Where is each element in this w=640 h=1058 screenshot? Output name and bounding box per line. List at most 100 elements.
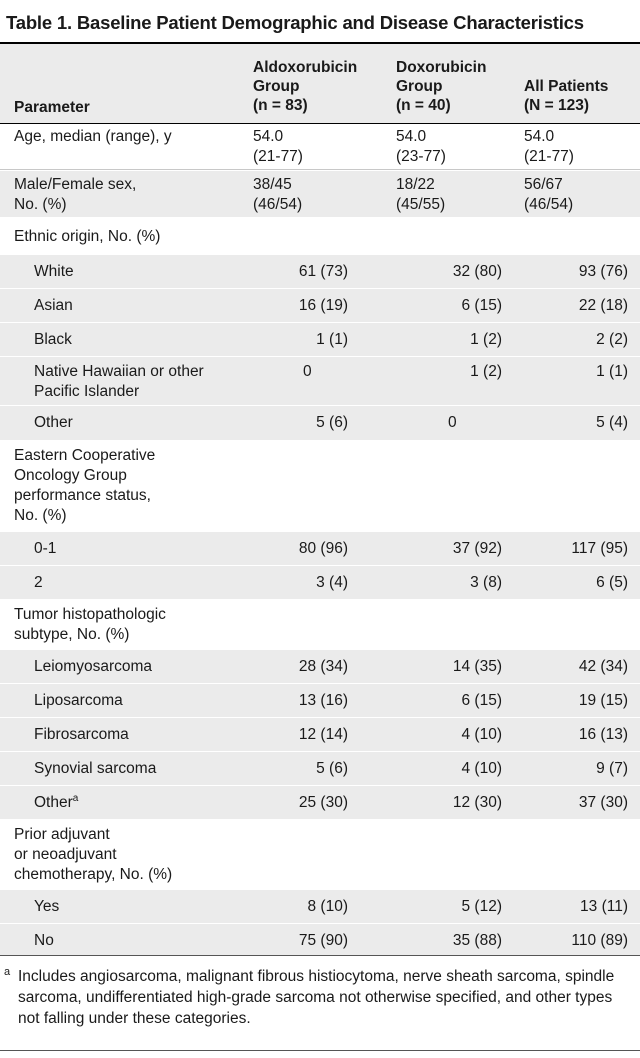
cell-doxorubicin: 14 (35) [452, 658, 502, 675]
cell-doxorubicin: 4 (10) [461, 760, 503, 777]
cell-aldoxorubicin: 12 (14) [298, 726, 348, 743]
section-label: Tumor histopathologic subtype, No. (%) [14, 606, 166, 643]
cell-all-patients: 117 (95) [571, 540, 628, 557]
row-label: Male/Female sex, No. (%) [14, 176, 137, 213]
footnote-text: Includes angiosarcoma, malignant fibrous… [18, 968, 615, 1027]
cell-doxorubicin: 3 (8) [470, 574, 502, 591]
table-row: White 61 (73) 32 (80) 93 (76) [0, 255, 640, 288]
cell-aldoxorubicin: 28 (34) [298, 658, 348, 675]
section-label: Eastern Cooperative Oncology Group perfo… [14, 447, 156, 524]
title-rule [0, 42, 640, 44]
cell-aldoxorubicin: 5 (6) [316, 760, 348, 777]
cell-aldoxorubicin: 75 (90) [298, 932, 348, 949]
cell-aldoxorubicin: 80 (96) [298, 540, 348, 557]
table-row: Leiomyosarcoma 28 (34) 14 (35) 42 (34) [0, 650, 640, 683]
row-label: Fibrosarcoma [34, 726, 129, 743]
cell-all-patients: 1 (1) [596, 363, 628, 380]
row-label: Leiomyosarcoma [34, 658, 153, 675]
cell-all-patients: 13 (11) [580, 898, 628, 915]
table-row-section: Prior adjuvant or neoadjuvant chemothera… [0, 820, 640, 890]
table-row: Native Hawaiian or other Pacific Islande… [0, 357, 640, 405]
table-row-section: Tumor histopathologic subtype, No. (%) [0, 600, 640, 650]
table-row: Male/Female sex, No. (%) 38/45 (46/54) 1… [0, 171, 640, 217]
cell-aldoxorubicin: 16 (19) [298, 297, 348, 314]
table-header-row: Parameter Aldoxorubicin Group (n = 83) D… [0, 44, 640, 123]
cell-aldoxorubicin: 13 (16) [298, 692, 348, 709]
header-aldoxorubicin: Aldoxorubicin Group (n = 83) [253, 59, 358, 114]
cell-doxorubicin: 1 (2) [470, 363, 502, 380]
cell-doxorubicin: 32 (80) [452, 263, 502, 280]
table-row: 0-1 80 (96) 37 (92) 117 (95) [0, 532, 640, 565]
cell-all-patients: 5 (4) [596, 414, 628, 431]
cell-doxorubicin: 4 (10) [461, 726, 503, 743]
cell-all-patients: 16 (13) [578, 726, 628, 743]
row-label: 2 [34, 574, 43, 591]
table-row: Asian 16 (19) 6 (15) 22 (18) [0, 289, 640, 322]
footnote-mark: a [4, 966, 11, 978]
row-label: Yes [34, 898, 60, 915]
cell-aldoxorubicin: 8 (10) [307, 898, 349, 915]
table-row: Fibrosarcoma 12 (14) 4 (10) 16 (13) [0, 718, 640, 751]
footnote-rule [0, 955, 640, 956]
cell-aldoxorubicin: 54.0 (21-77) [253, 128, 303, 165]
cell-aldoxorubicin: 0 [303, 363, 312, 380]
cell-doxorubicin: 18/22 (45/55) [396, 176, 446, 213]
cell-doxorubicin: 54.0 (23-77) [396, 128, 446, 165]
cell-all-patients: 54.0 (21-77) [524, 128, 574, 165]
row-label: No [34, 932, 54, 949]
header-rule [0, 123, 640, 124]
row-label: Othera [34, 793, 244, 813]
row-label: 0-1 [34, 540, 57, 557]
cell-doxorubicin: 12 (30) [452, 794, 502, 811]
cell-aldoxorubicin: 5 (6) [316, 414, 348, 431]
cell-all-patients: 19 (15) [578, 692, 628, 709]
table-row-section: Ethnic origin, No. (%) [0, 218, 640, 255]
cell-all-patients: 93 (76) [578, 263, 628, 280]
cell-all-patients: 9 (7) [596, 760, 628, 777]
table-row: Other 5 (6) 0 5 (4) [0, 406, 640, 440]
footnote-marker: a [72, 793, 79, 804]
section-label: Ethnic origin, No. (%) [14, 228, 161, 245]
row-label: Black [34, 331, 72, 348]
row-label: Age, median (range), y [14, 128, 172, 145]
cell-doxorubicin: 6 (15) [461, 692, 503, 709]
cell-all-patients: 56/67 (46/54) [524, 176, 574, 213]
table-row: Liposarcoma 13 (16) 6 (15) 19 (15) [0, 684, 640, 717]
cell-aldoxorubicin: 61 (73) [298, 263, 348, 280]
cell-all-patients: 22 (18) [578, 297, 628, 314]
cell-all-patients: 6 (5) [596, 574, 628, 591]
row-label: Liposarcoma [34, 692, 123, 709]
cell-all-patients: 110 (89) [571, 932, 628, 949]
cell-all-patients: 2 (2) [596, 331, 628, 348]
table-row: Othera 25 (30) 12 (30) 37 (30) [0, 786, 640, 819]
cell-doxorubicin: 0 [448, 414, 457, 431]
cell-aldoxorubicin: 1 (1) [316, 331, 348, 348]
bottom-rule [0, 1050, 640, 1051]
table-row: 2 3 (4) 3 (8) 6 (5) [0, 566, 640, 599]
table-row: Age, median (range), y 54.0 (21-77) 54.0… [0, 124, 640, 170]
title-bar: Table 1. Baseline Patient Demographic an… [0, 0, 640, 38]
cell-doxorubicin: 1 (2) [470, 331, 502, 348]
cell-aldoxorubicin: 25 (30) [298, 794, 348, 811]
table-row-section: Eastern Cooperative Oncology Group perfo… [0, 441, 640, 532]
cell-aldoxorubicin: 38/45 (46/54) [253, 176, 303, 213]
cell-doxorubicin: 37 (92) [452, 540, 502, 557]
table-row: Yes 8 (10) 5 (12) 13 (11) [0, 890, 640, 923]
footnote: a Includes angiosarcoma, malignant fibro… [4, 966, 634, 1029]
header-doxorubicin: Doxorubicin Group (n = 40) [396, 59, 487, 114]
table-row: Black 1 (1) 1 (2) 2 (2) [0, 323, 640, 356]
section-label: Prior adjuvant or neoadjuvant chemothera… [14, 826, 173, 883]
table-title: Table 1. Baseline Patient Demographic an… [6, 12, 584, 33]
table-row: No 75 (90) 35 (88) 110 (89) [0, 924, 640, 956]
row-label: Native Hawaiian or other Pacific Islande… [34, 363, 204, 400]
cell-doxorubicin: 5 (12) [461, 898, 503, 915]
row-label: Other [34, 414, 73, 431]
header-all-patients: All Patients (N = 123) [524, 78, 609, 114]
cell-doxorubicin: 6 (15) [461, 297, 503, 314]
cell-aldoxorubicin: 3 (4) [316, 574, 348, 591]
table-row: Synovial sarcoma 5 (6) 4 (10) 9 (7) [0, 752, 640, 785]
row-label: White [34, 263, 74, 280]
cell-all-patients: 42 (34) [578, 658, 628, 675]
row-label: Synovial sarcoma [34, 760, 157, 777]
cell-all-patients: 37 (30) [578, 794, 628, 811]
